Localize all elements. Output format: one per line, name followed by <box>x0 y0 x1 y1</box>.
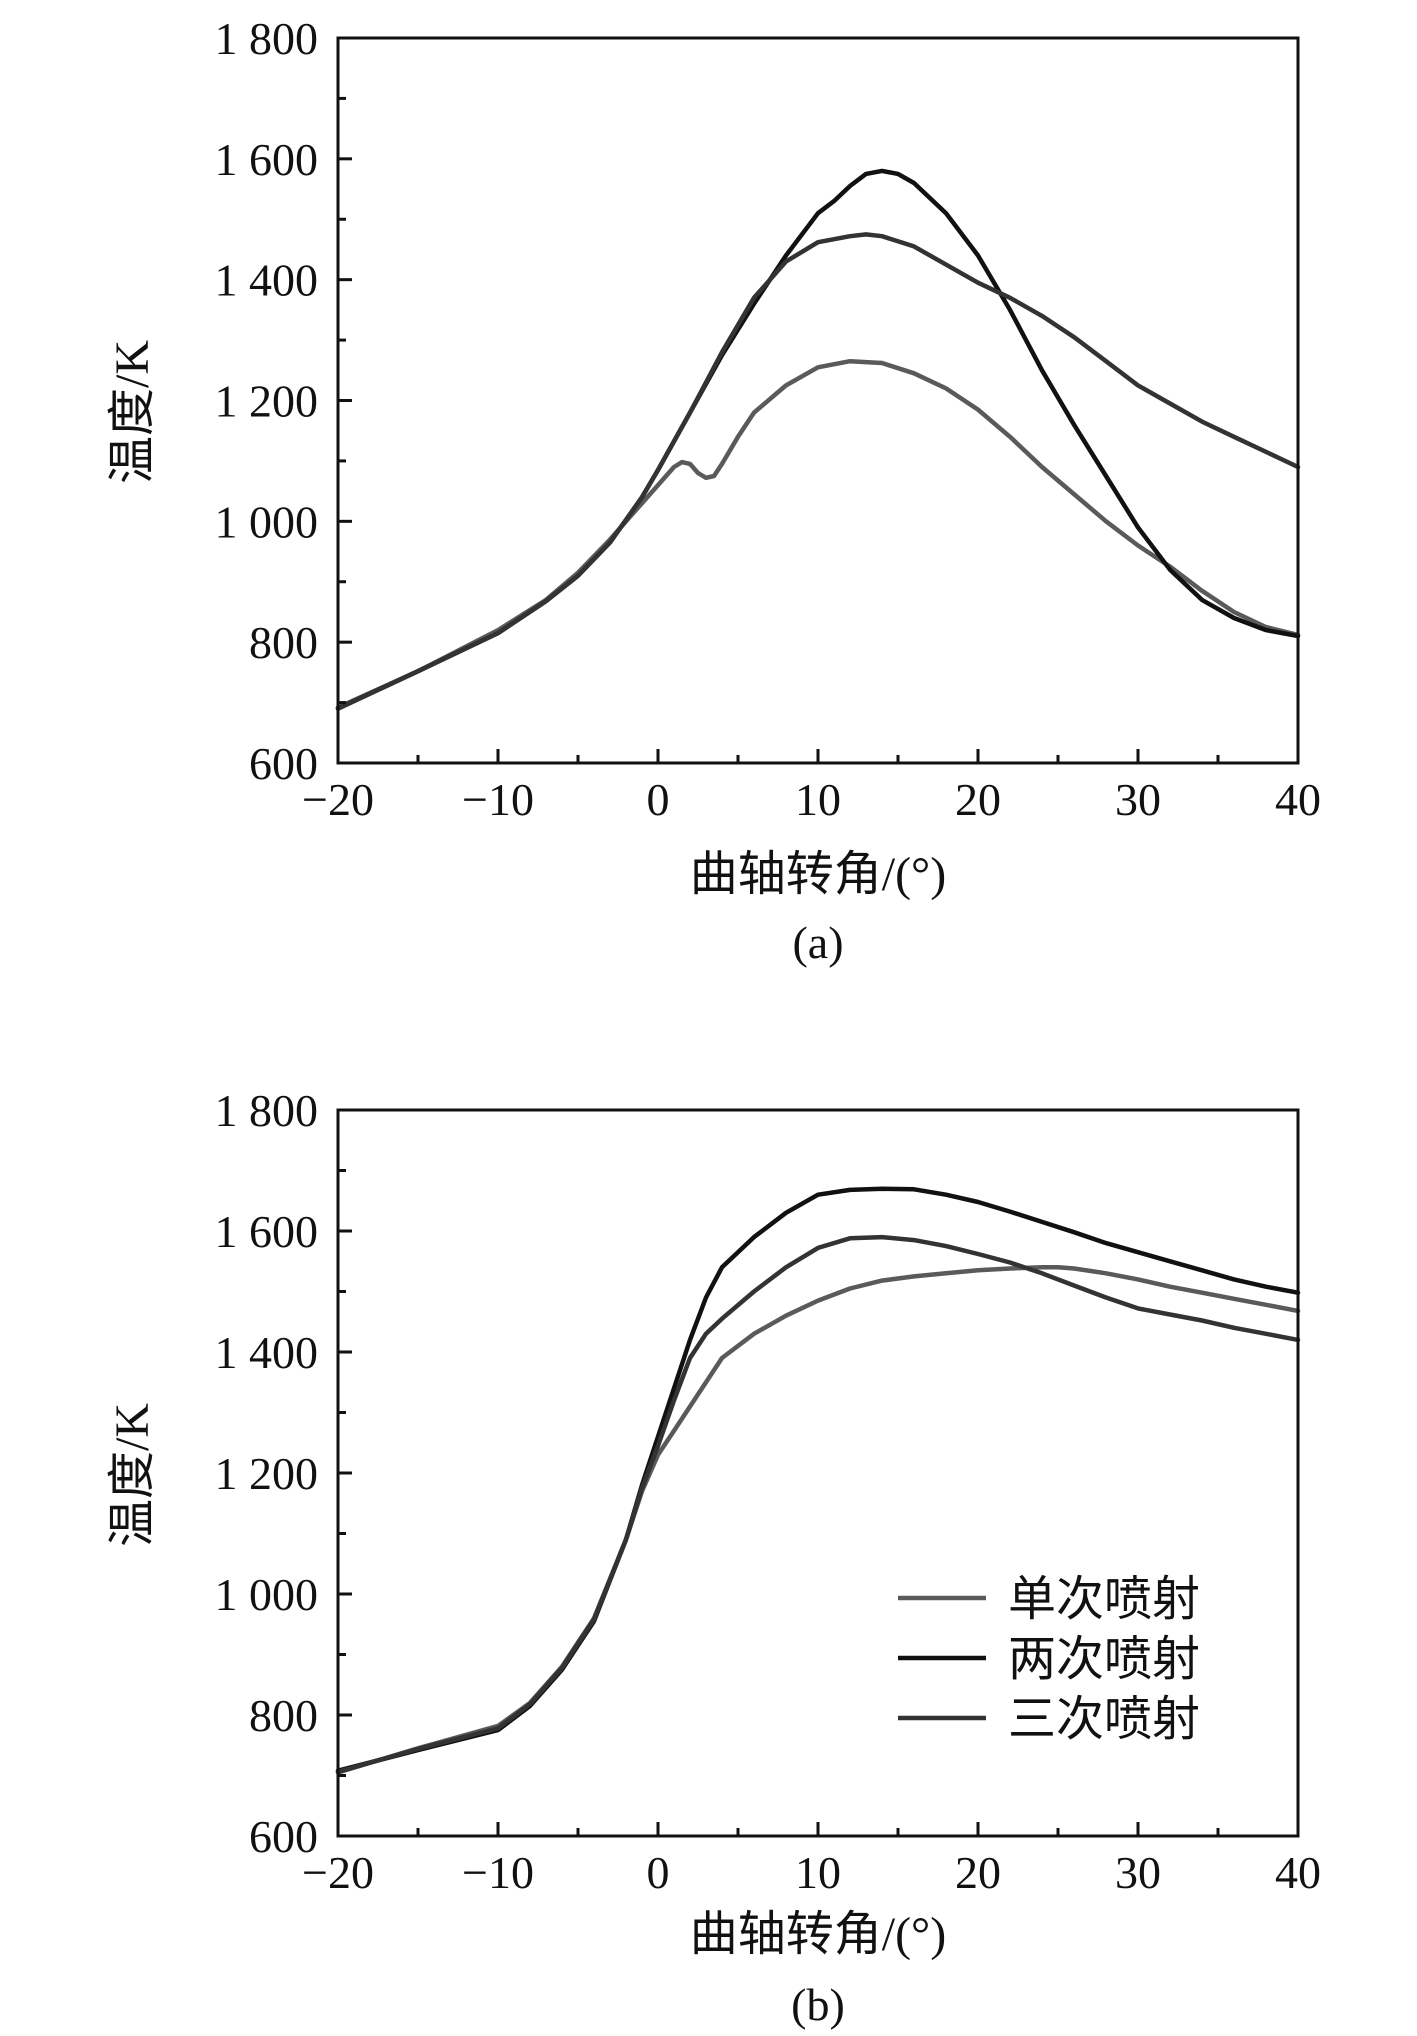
x-tick-label: 30 <box>1115 774 1161 825</box>
chart-panel-a: 温度/K 曲轴转角/(°) (a) −20 −10 0 10 20 30 40 600 800 1… <box>106 13 1321 968</box>
y-tick-label: 1 800 <box>215 13 319 64</box>
y-axis-title: 温度/K <box>106 1403 159 1547</box>
plot-frame <box>336 36 1300 765</box>
y-tick-label: 800 <box>249 1690 318 1741</box>
x-tick-label: 0 <box>647 1847 670 1898</box>
legend-label: 三次喷射 <box>1008 1693 1200 1746</box>
x-tick-label: −20 <box>302 774 374 825</box>
x-tick-label: 0 <box>647 774 670 825</box>
y-tick-label: 600 <box>249 738 318 789</box>
legend-label: 两次喷射 <box>1008 1633 1200 1686</box>
x-tick-label: 30 <box>1115 1847 1161 1898</box>
legend-label: 单次喷射 <box>1008 1573 1200 1626</box>
panel-label: (a) <box>792 917 843 968</box>
y-tick-label: 1 200 <box>215 1448 319 1499</box>
y-tick-label: 600 <box>249 1811 318 1862</box>
x-axis-title: 曲轴转角/(°) <box>690 848 947 901</box>
x-tick-label: 10 <box>795 774 841 825</box>
y-axis-title: 温度/K <box>106 340 159 484</box>
x-tick-label: 10 <box>795 1847 841 1898</box>
x-tick-label: −10 <box>462 774 534 825</box>
x-tick-label: 20 <box>955 774 1001 825</box>
x-tick-label: −10 <box>462 1847 534 1898</box>
y-tick-label: 1 200 <box>215 376 319 427</box>
y-tick-label: 1 600 <box>215 1206 319 1257</box>
x-axis-title: 曲轴转角/(°) <box>690 1908 947 1961</box>
y-tick-label: 1 400 <box>215 255 319 306</box>
x-tick-label: 20 <box>955 1847 1001 1898</box>
chart-panel-b: 温度/K 曲轴转角/(°) (b) −20 −10 0 10 20 30 40 600 800 1… <box>106 1085 1321 2030</box>
y-tick-label: 1 800 <box>215 1085 319 1136</box>
y-tick-label: 800 <box>249 617 318 668</box>
series-line-3 <box>335 1234 1301 1775</box>
series-line-3 <box>335 232 1301 711</box>
y-tick-label: 1 000 <box>215 1569 319 1620</box>
x-tick-label: −20 <box>302 1847 374 1898</box>
x-tick-label: 40 <box>1275 1847 1321 1898</box>
series-line-1 <box>335 358 1301 710</box>
x-tick-label: 40 <box>1275 774 1321 825</box>
y-tick-label: 1 400 <box>215 1327 319 1378</box>
series-line-2 <box>335 168 1301 711</box>
y-tick-label: 1 000 <box>215 496 319 547</box>
y-tick-label: 1 600 <box>215 134 319 185</box>
panel-label: (b) <box>791 1979 845 2030</box>
